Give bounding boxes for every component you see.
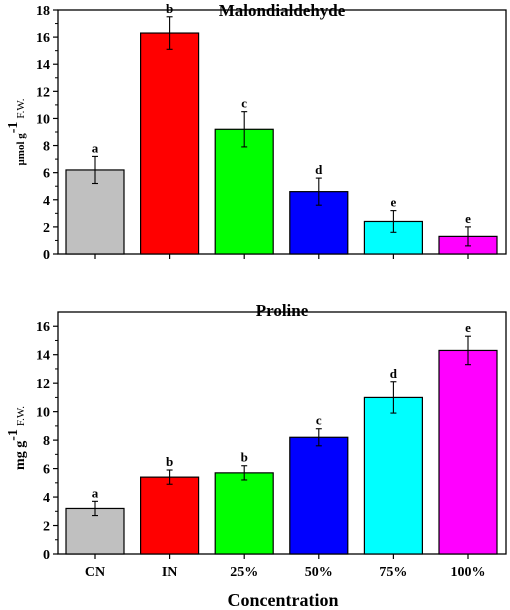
y-tick-label: 12 <box>36 85 50 100</box>
y-tick-label: 0 <box>43 248 50 263</box>
significance-letter: b <box>166 454 173 469</box>
plot-frame <box>57 311 507 555</box>
y-tick-label: 16 <box>36 320 50 335</box>
y-tick-label: 6 <box>43 167 50 182</box>
x-tick-label: 50% <box>305 565 333 580</box>
x-tick-label: IN <box>162 565 178 580</box>
y-tick-label: 8 <box>43 140 50 155</box>
y-tick-label: 12 <box>36 377 50 392</box>
y-tick-label: 10 <box>36 112 50 127</box>
significance-letter: d <box>315 162 323 177</box>
bar <box>214 472 274 555</box>
chart-title: Malondialdehyde <box>219 1 346 20</box>
x-axis-label: Concentration <box>228 590 339 610</box>
bar <box>438 349 498 555</box>
x-tick-label: 100% <box>451 565 486 580</box>
significance-letter: a <box>92 485 99 500</box>
y-tick-label: 18 <box>36 4 50 19</box>
chart-malondialdehyde: Malondialdehyde 0 2 4 6 8 10 12 14 16 18 µmol g-1F.… <box>6 1 507 263</box>
y-tick-label: 4 <box>43 491 50 506</box>
y-tick-label: 2 <box>43 520 50 535</box>
significance-letter: b <box>241 450 248 465</box>
y-tick-label: 2 <box>43 221 50 236</box>
y-tick-label: 6 <box>43 463 50 478</box>
bar <box>289 436 349 555</box>
y-tick-label: 0 <box>43 548 50 563</box>
significance-letter: e <box>465 320 471 335</box>
y-tick-label: 4 <box>43 194 50 209</box>
y-tick-label: 8 <box>43 434 50 449</box>
significance-letter: e <box>391 195 397 210</box>
significance-letter: c <box>316 413 322 428</box>
x-tick-label: 75% <box>379 565 407 580</box>
significance-letter: d <box>390 366 398 381</box>
bar <box>214 128 274 255</box>
y-axis-label: mg g-1F.W. <box>6 406 28 470</box>
x-tick-label: 25% <box>230 565 258 580</box>
y-axis-label: µmol g-1F.W. <box>6 98 27 165</box>
x-tick-label: CN <box>85 565 105 580</box>
y-tick-label: 14 <box>36 58 50 73</box>
chart-proline: Proline 0 2 4 6 8 10 12 14 16 mg g-1F.W. a CN b IN b 25%… <box>6 301 507 580</box>
y-tick-label: 16 <box>36 31 50 46</box>
y-tick-label: 14 <box>36 349 50 364</box>
bar <box>363 396 423 555</box>
bar <box>140 32 200 255</box>
y-tick-label: 10 <box>36 406 50 421</box>
chart-title: Proline <box>256 301 309 320</box>
significance-letter: a <box>92 140 99 155</box>
plot-frame <box>57 9 507 255</box>
significance-letter: b <box>166 1 173 16</box>
significance-letter: e <box>465 211 471 226</box>
significance-letter: c <box>241 96 247 111</box>
bar <box>140 476 200 555</box>
